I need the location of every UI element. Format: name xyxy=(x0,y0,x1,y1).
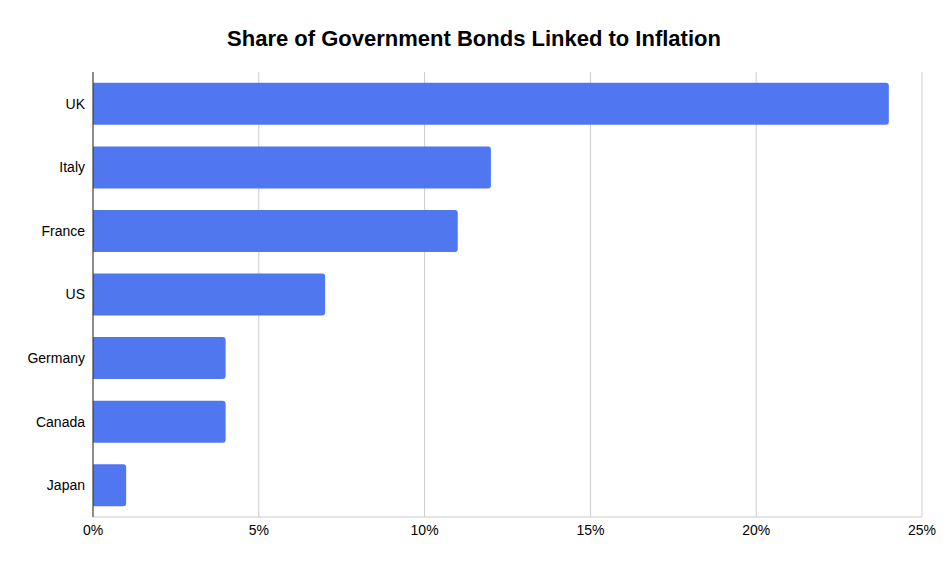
svg-text:15%: 15% xyxy=(576,522,604,538)
svg-text:Japan: Japan xyxy=(47,477,85,493)
svg-text:UK: UK xyxy=(66,96,86,112)
svg-text:20%: 20% xyxy=(742,522,770,538)
svg-text:Germany: Germany xyxy=(27,350,85,366)
svg-text:Italy: Italy xyxy=(59,159,85,175)
svg-text:Canada: Canada xyxy=(36,414,85,430)
svg-text:5%: 5% xyxy=(249,522,269,538)
svg-text:25%: 25% xyxy=(908,522,936,538)
svg-text:10%: 10% xyxy=(411,522,439,538)
svg-text:US: US xyxy=(66,286,85,302)
svg-text:France: France xyxy=(41,223,85,239)
html-text:Share of Government Bonds Link: Share of Government Bonds Linked to Infl… xyxy=(227,26,721,51)
svg-text:0%: 0% xyxy=(83,522,103,538)
